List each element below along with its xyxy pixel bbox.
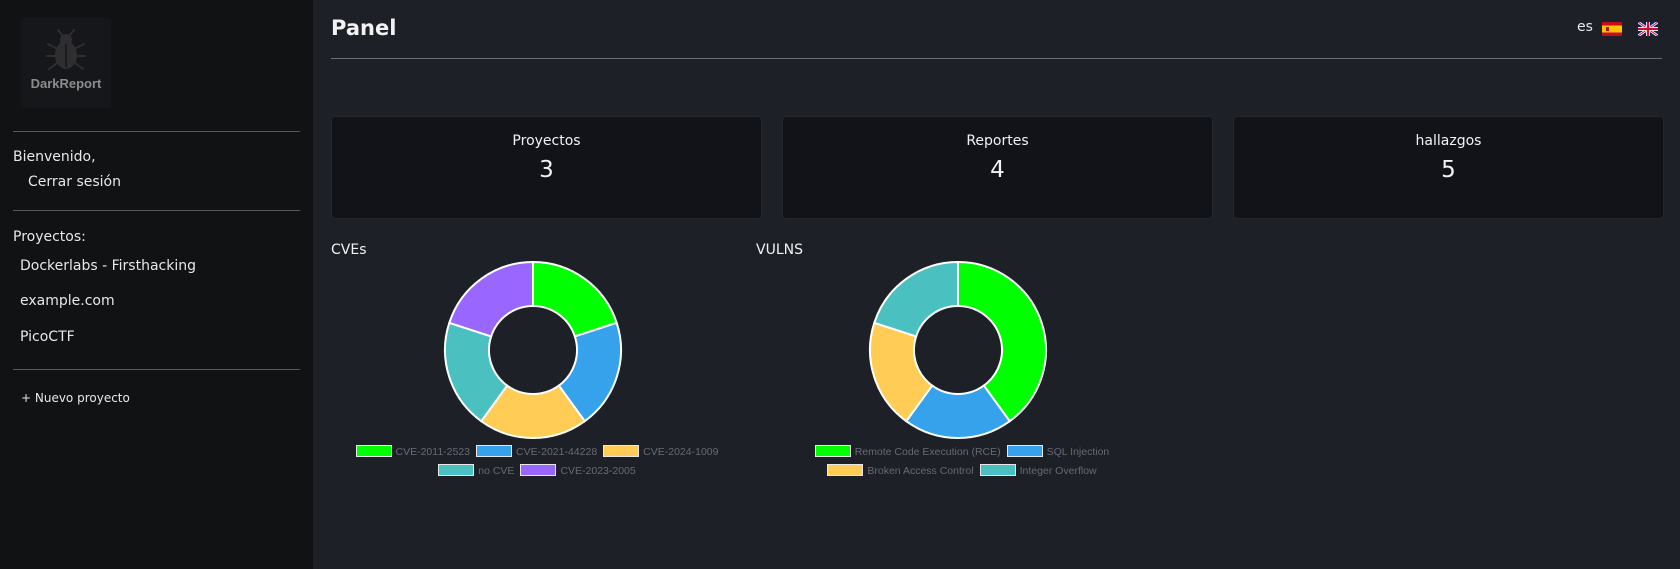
logo-text: DarkReport [30,76,102,91]
legend-swatch [603,445,640,457]
legend-swatch [438,464,475,476]
legend-label: Integer Overflow [1019,465,1097,477]
legend-label: CVE-2023-2005 [560,465,636,477]
chart-title-vulns: VULNS [756,242,803,258]
legend-label: SQL Injection [1046,446,1110,458]
donut-slice-remote-code-execution-rce[interactable] [957,260,1047,423]
stat-card-value: 4 [990,157,1005,183]
legend-item[interactable]: CVE-2023-2005 [520,462,636,481]
stat-card-label: Proyectos [512,133,581,149]
bug-icon [46,29,86,70]
legend-item[interactable]: Broken Access Control [827,462,974,481]
legend-item[interactable]: SQL Injection [1006,443,1110,462]
sidebar-item-project[interactable]: PicoCTF [20,329,75,345]
chart-title-cves: CVEs [331,242,367,258]
legend-item[interactable]: Remote Code Execution (RCE) [814,443,1001,462]
page-title: Panel [331,16,397,40]
donut-slice-cve-2011-2523[interactable] [532,260,618,338]
legend-item[interactable]: CVE-2011-2523 [355,443,471,462]
vulns-donut-chart[interactable] [858,256,1058,446]
language-code: es [1577,19,1593,35]
cves-donut-chart[interactable] [433,256,633,446]
welcome-text: Bienvenido, [13,149,96,165]
legend-swatch [979,464,1016,476]
donut-slice-cve-2023-2005[interactable] [448,260,534,338]
sidebar-divider [13,131,300,132]
legend-item[interactable]: CVE-2021-44228 [476,443,597,462]
legend-label: CVE-2011-2523 [395,446,471,458]
title-divider [331,58,1662,59]
logout-link[interactable]: Cerrar sesión [28,174,121,190]
sidebar-divider [13,369,300,370]
flag-es-icon[interactable] [1602,22,1622,36]
stat-card-reports: Reportes 4 [782,116,1213,219]
sidebar-item-project[interactable]: example.com [20,293,115,309]
vulns-legend: Remote Code Execution (RCE) SQL Injection… [752,443,1172,481]
stat-card-findings: hallazgos 5 [1233,116,1664,219]
sidebar-item-project[interactable]: Dockerlabs - Firsthacking [20,258,196,274]
flag-gb-icon[interactable] [1638,22,1658,36]
legend-label: Broken Access Control [867,465,974,477]
stat-card-value: 5 [1441,157,1456,183]
legend-swatch [1006,445,1043,457]
legend-item[interactable]: CVE-2024-1009 [603,443,718,462]
cves-legend: CVE-2011-2523 CVE-2021-44228 CVE-2024-1009… [327,443,747,481]
legend-swatch [827,464,864,476]
stat-card-label: hallazgos [1415,133,1482,149]
legend-label: no CVE [478,465,515,477]
stat-card-projects: Proyectos 3 [331,116,762,219]
stat-card-label: Reportes [966,133,1029,149]
stat-card-value: 3 [539,157,554,183]
legend-label: Remote Code Execution (RCE) [854,446,1001,458]
legend-label: CVE-2024-1009 [643,446,719,458]
projects-heading: Proyectos: [13,229,86,245]
donut-slice-integer-overflow[interactable] [873,260,959,338]
main-content: Panel es Proyectos 3 Reportes 4 hallazgo… [313,0,1680,569]
sidebar: DarkReport Bienvenido, Cerrar sesión Pro… [0,0,313,569]
new-project-link[interactable]: + Nuevo proyecto [21,391,130,405]
legend-swatch [476,445,513,457]
legend-label: CVE-2021-44228 [516,446,598,458]
legend-swatch [814,445,851,457]
legend-item[interactable]: Integer Overflow [979,462,1097,481]
legend-swatch [520,464,557,476]
logo[interactable]: DarkReport [21,18,111,108]
sidebar-divider [13,210,300,211]
legend-swatch [355,445,392,457]
legend-item[interactable]: no CVE [438,462,514,481]
